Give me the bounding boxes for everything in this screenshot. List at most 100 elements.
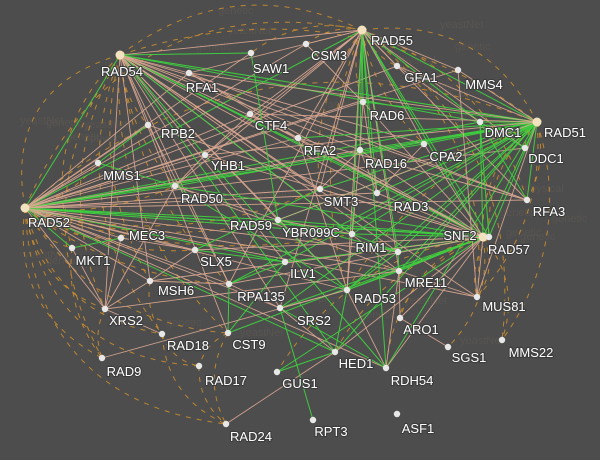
edge-physical — [104, 237, 122, 310]
graph-node-rad59[interactable] — [274, 216, 282, 224]
edge-physical — [119, 54, 528, 201]
graph-node-snf2[interactable] — [478, 232, 488, 242]
graph-node-rad17[interactable] — [195, 362, 203, 370]
graph-node-rfa2[interactable] — [294, 134, 302, 142]
graph-node-gus1[interactable] — [273, 368, 281, 376]
graph-node-rad55[interactable] — [357, 25, 367, 35]
edge-physical — [457, 69, 478, 298]
node-label-cst9: CST9 — [232, 337, 265, 352]
edge-predicted — [24, 207, 73, 249]
edge-physical — [361, 29, 459, 71]
graph-node-rad18[interactable] — [158, 330, 166, 338]
graph-node-cst9[interactable] — [224, 329, 232, 337]
node-label-rad16: RAD16 — [365, 156, 407, 171]
graph-node-xrs2[interactable] — [101, 305, 109, 313]
graph-node-rad6[interactable] — [359, 98, 367, 106]
graph-node-rad16[interactable] — [356, 146, 364, 154]
graph-node-mms22[interactable] — [498, 336, 506, 344]
graph-node-rad50[interactable] — [171, 182, 179, 190]
graph-node-mre11[interactable] — [395, 267, 403, 275]
graph-node-slx5[interactable] — [191, 246, 199, 254]
edge-physical — [188, 72, 299, 139]
graph-node-rad57[interactable] — [485, 233, 493, 241]
node-label-rdh54: RDH54 — [391, 373, 434, 388]
node-label-slx5: SLX5 — [200, 254, 232, 269]
graph-node-asf1[interactable] — [393, 410, 401, 418]
edge-predicted — [22, 207, 103, 359]
node-label-rad17: RAD17 — [205, 373, 247, 388]
graph-node-srs2[interactable] — [276, 304, 284, 312]
node-label-rad3: RAD3 — [394, 199, 429, 214]
node-label-yhb1: YHB1 — [211, 158, 245, 173]
edge-physical — [362, 101, 378, 194]
graph-node-aro1[interactable] — [396, 314, 404, 322]
graph-node-gfa1[interactable] — [393, 62, 401, 70]
edge-genetic — [97, 162, 176, 187]
node-layer[interactable] — [20, 25, 542, 428]
graph-node-rdh54[interactable] — [382, 364, 390, 372]
graph-node-rfa3[interactable] — [523, 196, 531, 204]
graph-node-dmc1[interactable] — [476, 118, 484, 126]
edge-genetic — [227, 283, 230, 334]
edge-genetic — [346, 270, 400, 291]
edge-genetic — [71, 237, 122, 249]
graph-node-ctf4[interactable] — [246, 110, 254, 118]
graph-node-rpa135[interactable] — [225, 280, 233, 288]
graph-node-rad53[interactable] — [343, 286, 351, 294]
graph-node-msh6[interactable] — [146, 277, 154, 285]
edge-physical — [174, 154, 206, 187]
graph-node-ddc1[interactable] — [521, 144, 529, 152]
edge-physical — [476, 121, 538, 298]
graph-node-smt3[interactable] — [316, 185, 324, 193]
watermark-text: genetic — [455, 41, 491, 53]
graph-node-rim1[interactable] — [394, 248, 402, 256]
graph-node-rad51[interactable] — [532, 117, 542, 127]
graph-node-sgs1[interactable] — [444, 343, 452, 351]
edge-predicted — [98, 54, 163, 335]
edge-genetic — [361, 29, 378, 194]
edge-physical — [119, 54, 230, 285]
edge-physical — [277, 219, 353, 235]
edge-predicted — [24, 207, 196, 252]
edge-genetic — [277, 219, 399, 253]
graph-node-mms4[interactable] — [454, 66, 462, 74]
graph-node-mec3[interactable] — [117, 234, 125, 242]
watermark-text: yeastNet — [20, 115, 63, 127]
graph-node-rad9[interactable] — [98, 354, 106, 362]
edge-physical — [174, 29, 363, 187]
graph-node-mus81[interactable] — [473, 293, 481, 301]
edge-physical — [24, 207, 399, 253]
edge-predicted — [213, 332, 229, 425]
graph-node-rad3[interactable] — [373, 189, 381, 197]
edge-predicted — [64, 54, 121, 359]
graph-node-csm3[interactable] — [302, 40, 310, 48]
node-label-dmc1: DMC1 — [485, 125, 522, 140]
graph-node-rad52[interactable] — [20, 203, 30, 213]
edge-physical — [297, 137, 528, 201]
graph-node-rad24[interactable] — [222, 420, 230, 428]
graph-node-rad54[interactable] — [115, 50, 125, 60]
graph-node-mkt1[interactable] — [68, 244, 76, 252]
edge-physical — [319, 149, 361, 190]
graph-node-hed1[interactable] — [331, 348, 339, 356]
graph-node-ilv1[interactable] — [281, 258, 289, 266]
edge-physical — [361, 29, 400, 272]
graph-node-rfa1[interactable] — [185, 69, 193, 77]
edge-genetic — [227, 261, 286, 334]
edge-predicted — [474, 236, 490, 298]
graph-node-saw1[interactable] — [247, 49, 255, 57]
node-label-mus81: MUS81 — [482, 299, 525, 314]
graph-node-mms1[interactable] — [94, 159, 102, 167]
graph-node-rpt3[interactable] — [309, 416, 317, 424]
graph-node-yhb1[interactable] — [201, 151, 209, 159]
edge-physical — [359, 101, 364, 151]
graph-node-cpa2[interactable] — [420, 140, 428, 148]
edge-physical — [119, 29, 363, 56]
edge-predicted — [476, 121, 539, 298]
graph-node-ybr099c[interactable] — [348, 230, 356, 238]
edge-physical — [204, 154, 484, 238]
edge-physical — [376, 143, 425, 194]
graph-node-rpb2[interactable] — [144, 121, 152, 129]
